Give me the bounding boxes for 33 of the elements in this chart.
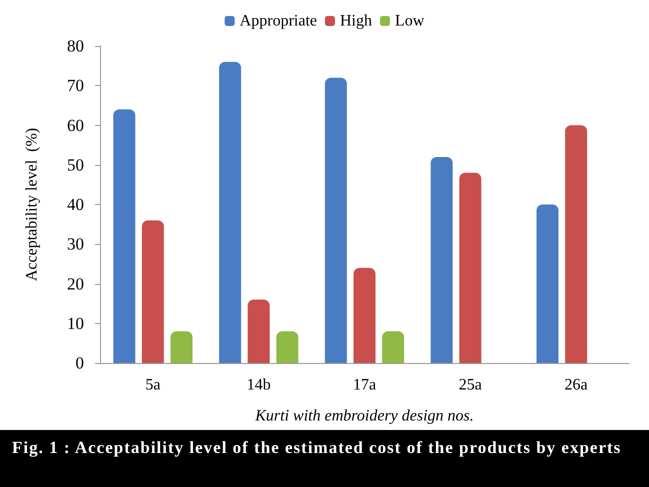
bar (536, 204, 558, 363)
bar (219, 62, 242, 363)
y-axis-title: Acceptability level (%) (24, 128, 40, 282)
legend-label: Appropriate (240, 12, 317, 30)
y-tick-label: 70 (67, 76, 84, 96)
bar (324, 78, 347, 363)
bar (248, 300, 270, 363)
bar (170, 331, 192, 363)
y-tick-label: 60 (67, 116, 84, 135)
x-tick-label: 14b (246, 376, 271, 394)
x-axis-title: Kurti with embroidery design nos. (254, 408, 474, 424)
y-tick-label: 20 (67, 274, 84, 294)
x-tick-label: 25a (458, 376, 482, 394)
y-tick-label: 80 (67, 36, 84, 56)
bar (354, 268, 376, 363)
bar (142, 220, 164, 363)
x-tick-label: 17a (352, 376, 376, 394)
caption: Fig. 1 : Acceptability level of the estimated cost of the products by experts (0, 430, 649, 487)
bar (113, 109, 136, 363)
x-tick-label: 5a (145, 376, 160, 394)
y-tick-label: 0 (76, 354, 84, 372)
y-tick-label: 40 (67, 195, 84, 214)
legend-label: High (340, 12, 372, 30)
y-tick-label: 30 (67, 234, 84, 254)
y-tick-label: 10 (67, 314, 84, 333)
y-tick-label: 50 (67, 155, 84, 174)
legend-label: Low (394, 12, 425, 30)
bar (276, 331, 298, 363)
bar (459, 172, 482, 363)
bar (565, 125, 588, 363)
bar (382, 331, 404, 363)
x-tick-label: 26a (564, 376, 588, 394)
bar (430, 156, 453, 363)
